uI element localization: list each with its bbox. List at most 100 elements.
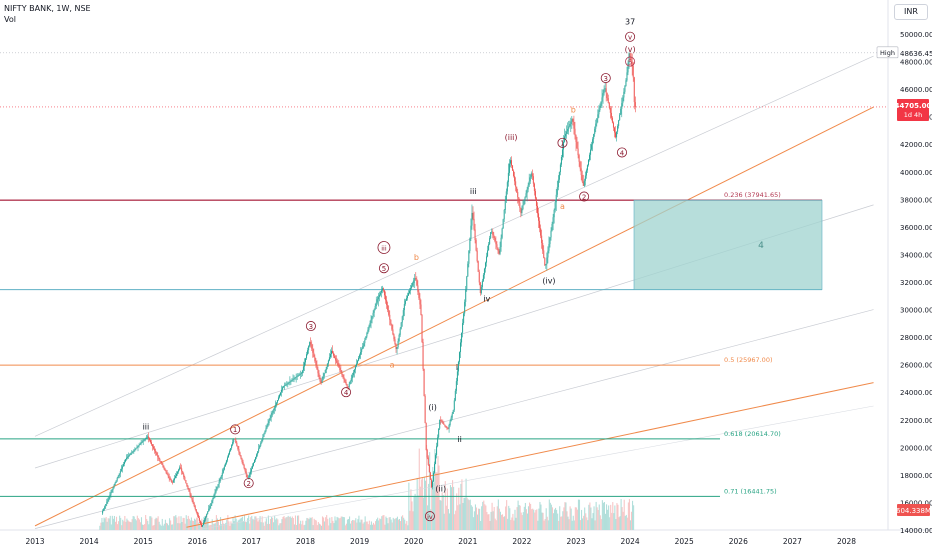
candle-body [229,451,231,455]
volume-bar [406,520,408,530]
candle-body [456,371,458,382]
candle-body [586,165,588,171]
candle-body [529,177,531,182]
candle-body [240,455,242,459]
y-tick-label: 50000.00 [900,31,932,39]
volume-bar [184,523,186,530]
candle-body [591,144,593,150]
candle-body [331,350,333,355]
volume-bar [269,519,272,530]
volume-bar [242,521,244,530]
volume-value: 604.338M [896,507,931,515]
wave-label: 5 [382,265,386,273]
candle-body [348,384,350,387]
candle-body [565,133,567,137]
candle-body [571,119,573,122]
volume-bar [135,520,137,530]
volume-bar [598,504,600,530]
volume-bar [186,518,188,530]
volume-bar [447,508,449,530]
candle-body [496,244,498,248]
candle-body [172,480,174,483]
volume-bar [402,515,404,530]
candle-body [102,511,104,514]
candle-body [402,310,404,317]
volume-bar [347,519,350,530]
candle-body [414,278,416,281]
candle-body [541,235,543,244]
candle-body [419,298,421,305]
volume-bar [202,524,204,530]
candle-body [237,445,239,450]
volume-bar [107,518,109,530]
volume-bar [588,504,590,530]
candle-body [142,440,144,442]
volume-bar [256,518,258,530]
candle-body [378,294,380,297]
candle-body [277,397,279,401]
candle-body [313,352,315,357]
candle-body [440,419,442,422]
candle-body [381,288,383,291]
candle-body [559,164,561,173]
volume-bar [279,523,281,530]
volume-bar [371,524,374,530]
last-price-countdown: 1d 4h [904,111,923,119]
candle-body [174,475,176,479]
volume-bar [198,522,200,530]
volume-bar [291,516,293,530]
candle-body [480,286,482,294]
candle-body [501,228,503,238]
candle-body [502,219,504,229]
volume-bar [613,513,615,530]
candle-body [581,175,583,182]
wave-label-circle [230,424,241,435]
volume-bar [301,524,303,530]
candle-body [469,238,471,252]
last-price-badge [897,98,929,121]
candle-body [628,53,630,63]
volume-bar [141,524,144,530]
candle-body [582,181,584,186]
symbol-title: NIFTY BANK, 1W, NSE [4,4,91,13]
volume-bar [596,507,598,530]
wave-label-circle [625,56,636,67]
volume-bar [169,518,171,530]
candle-body [340,369,342,373]
candle-body [217,484,219,487]
candle-body [413,280,415,284]
volume-bar [367,524,369,530]
volume-bar [604,513,607,530]
candle-body [539,220,541,229]
wave-label: (v) [625,45,636,54]
volume-bar [349,516,351,530]
candle-body [478,271,480,283]
candle-body [610,112,612,118]
volume-bar [570,508,572,530]
volume-bar [114,521,117,530]
volume-bar [607,509,609,530]
candle-body [143,439,145,441]
volume-bar [139,522,141,530]
wave-label: 1 [560,140,564,148]
wave-label-circle [378,263,389,274]
trendline [197,405,874,531]
candle-body [598,110,600,115]
candle-body [507,172,509,183]
currency-button[interactable]: INR [894,4,928,20]
volume-bar [483,500,485,530]
volume-bar [408,482,410,530]
candle-body [178,469,180,472]
candle-body [105,504,107,507]
candle-body [499,247,501,254]
volume-bar [420,479,422,530]
candle-body [609,107,611,113]
volume-bar [524,502,526,530]
volume-bar [411,501,413,530]
volume-bar [419,486,421,530]
volume-bar [109,515,111,530]
volume-bar [574,507,576,530]
candle-body [139,443,141,446]
candle-body [339,367,341,370]
